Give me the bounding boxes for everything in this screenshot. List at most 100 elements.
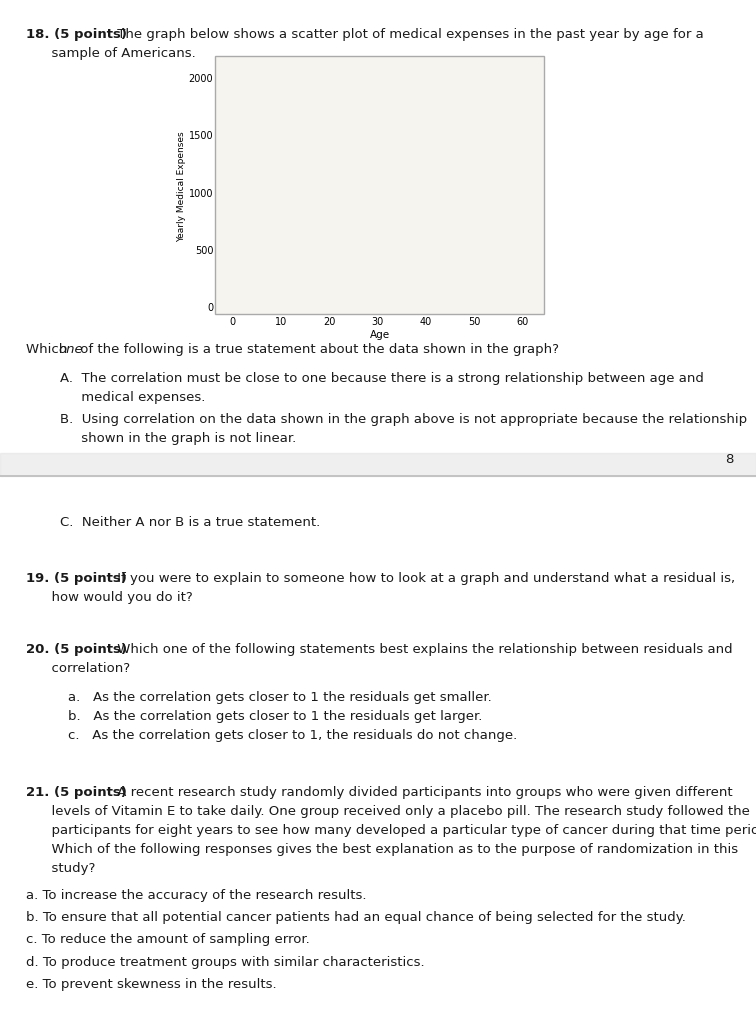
Text: c.   As the correlation gets closer to 1, the residuals do not change.: c. As the correlation gets closer to 1, … — [68, 729, 517, 741]
Point — [376, 263, 388, 280]
Point — [343, 200, 355, 216]
Text: one: one — [58, 343, 83, 356]
Point — [481, 139, 493, 156]
Text: shown in the graph is not linear.: shown in the graph is not linear. — [60, 432, 296, 444]
Point — [396, 234, 408, 251]
Text: 18. (5 points): 18. (5 points) — [26, 28, 128, 41]
Point — [463, 202, 476, 218]
Text: A recent research study randomly divided participants into groups who were given: A recent research study randomly divided… — [113, 785, 733, 799]
Point — [326, 200, 338, 216]
Point — [498, 164, 510, 180]
Text: b.   As the correlation gets closer to 1 the residuals get larger.: b. As the correlation gets closer to 1 t… — [68, 710, 482, 723]
Point — [345, 225, 358, 242]
Point — [349, 200, 361, 216]
Point — [359, 201, 371, 217]
Point — [472, 216, 485, 232]
Text: sample of Americans.: sample of Americans. — [26, 47, 197, 59]
Point — [418, 253, 430, 269]
Point — [407, 258, 419, 274]
Point — [315, 181, 327, 198]
Point — [268, 158, 280, 174]
Point — [409, 231, 421, 248]
Point — [423, 218, 435, 234]
Point — [351, 178, 363, 195]
Point — [469, 201, 481, 217]
Point — [398, 252, 410, 268]
Point — [278, 197, 290, 213]
Point — [444, 172, 456, 188]
Point — [516, 113, 528, 129]
Point — [248, 127, 260, 143]
Point — [256, 174, 268, 190]
Point — [260, 140, 272, 157]
Point — [519, 156, 531, 172]
Text: e. To prevent skewness in the results.: e. To prevent skewness in the results. — [26, 978, 277, 991]
Point — [468, 203, 480, 219]
Point — [382, 238, 394, 254]
Point — [484, 165, 496, 181]
Point — [249, 117, 261, 133]
Text: d. To produce treatment groups with similar characteristics.: d. To produce treatment groups with simi… — [26, 955, 425, 969]
Point — [247, 131, 259, 147]
Point — [339, 183, 351, 200]
Text: A.  The correlation must be close to one because there is a strong relationship : A. The correlation must be close to one … — [60, 372, 705, 385]
Point — [343, 222, 355, 239]
Point — [469, 176, 481, 193]
Point — [357, 210, 369, 226]
Point — [472, 205, 485, 221]
Point — [356, 213, 368, 229]
Point — [231, 86, 243, 102]
Point — [404, 227, 417, 244]
Point — [429, 185, 442, 202]
Point — [472, 166, 485, 182]
Point — [472, 189, 485, 206]
Point — [246, 123, 259, 139]
Point — [333, 189, 345, 206]
Text: 19. (5 points): 19. (5 points) — [26, 571, 127, 585]
Point — [262, 108, 274, 124]
Point — [499, 153, 511, 169]
Text: Which one of the following statements best explains the relationship between res: Which one of the following statements be… — [113, 643, 733, 656]
Point — [283, 130, 295, 146]
Point — [396, 231, 408, 248]
Point — [404, 208, 416, 224]
Point — [360, 229, 372, 246]
Text: Which of the following responses gives the best explanation as to the purpose of: Which of the following responses gives t… — [26, 843, 739, 856]
Point — [463, 201, 476, 217]
Point — [405, 197, 417, 213]
Text: b. To ensure that all potential cancer patients had an equal chance of being sel: b. To ensure that all potential cancer p… — [26, 911, 686, 925]
Text: medical expenses.: medical expenses. — [60, 390, 206, 403]
Point — [238, 115, 250, 131]
Text: 21. (5 points): 21. (5 points) — [26, 785, 127, 799]
X-axis label: Age: Age — [370, 330, 390, 340]
Point — [482, 188, 494, 205]
Point — [242, 104, 254, 121]
Point — [285, 160, 297, 176]
Point — [372, 262, 384, 279]
Point — [318, 151, 330, 167]
Point — [319, 183, 331, 200]
Point — [395, 276, 407, 293]
Point — [290, 152, 302, 168]
Point — [361, 234, 373, 251]
Point — [517, 164, 529, 180]
Point — [262, 156, 274, 172]
Point — [449, 202, 461, 218]
Point — [351, 209, 363, 225]
Point — [482, 160, 494, 176]
Point — [373, 261, 386, 278]
Point — [373, 217, 385, 233]
Point — [392, 233, 404, 250]
Point — [281, 187, 293, 204]
Point — [293, 207, 305, 223]
Text: B.  Using correlation on the data shown in the graph above is not appropriate be: B. Using correlation on the data shown i… — [60, 413, 748, 426]
Point — [330, 180, 342, 197]
Text: participants for eight years to see how many developed a particular type of canc: participants for eight years to see how … — [26, 824, 756, 837]
Point — [353, 257, 365, 273]
Point — [260, 135, 272, 152]
Point — [337, 151, 349, 167]
Point — [408, 252, 420, 268]
Point — [354, 213, 366, 229]
Point — [513, 120, 525, 136]
Point — [464, 193, 476, 209]
